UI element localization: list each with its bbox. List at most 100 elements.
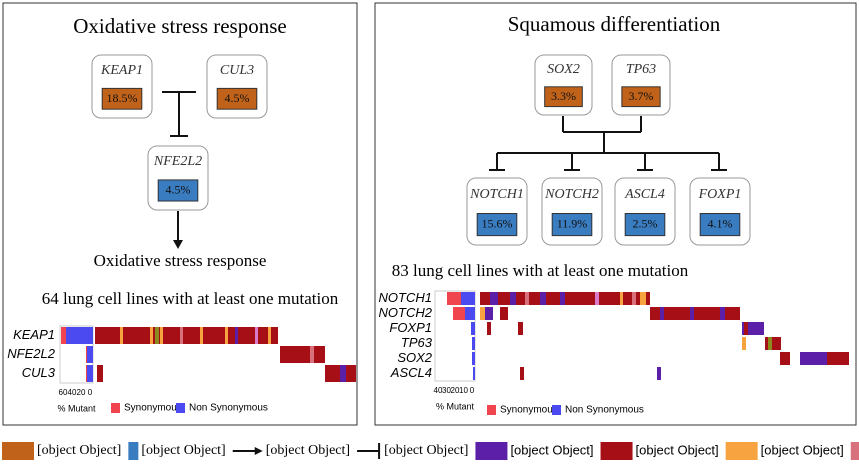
gene-label: TP63 (401, 335, 433, 350)
mutation-cell (768, 337, 772, 350)
mutation-cell (485, 307, 493, 320)
mutant-bar-syn (86, 365, 87, 382)
mutant-bar-syn (453, 307, 465, 320)
legend-swatch (176, 403, 185, 413)
mutation-cell (620, 292, 623, 305)
node-value-box (216, 87, 258, 110)
mutation-cell (97, 365, 103, 382)
node-value-box (621, 86, 661, 108)
gene-label: ASCL4 (390, 365, 432, 380)
node-gene: KEAP1 (100, 63, 143, 78)
pathway-output: Oxidative stress response (94, 251, 267, 270)
legend-label: [object Object] (37, 443, 121, 458)
node-gene: FOXP1 (698, 187, 742, 202)
node-gene: ASCL4 (624, 187, 665, 202)
legend-swatch (600, 442, 633, 460)
mutant-bar-nonsyn (87, 346, 93, 363)
pathway-edges (162, 91, 727, 240)
mutant-bar-nonsyn (465, 307, 475, 320)
mutation-cell (660, 307, 664, 320)
mutation-cell (340, 365, 346, 382)
oncoplot-title: 64 lung cell lines with at least one mut… (42, 289, 339, 308)
axis-label: % Mutant (57, 403, 96, 413)
gene-label: NFE2L2 (7, 346, 55, 361)
mutant-bar-syn (61, 327, 66, 344)
mutation-cell (200, 327, 203, 344)
node-gene: SOX2 (547, 62, 580, 77)
node-value: 4.1% (708, 217, 733, 231)
mutation-cell (487, 322, 491, 335)
mutation-cell (155, 327, 159, 344)
mutation-cell (268, 327, 271, 344)
panel-frame (2, 2, 358, 426)
mutation-cell (160, 327, 163, 344)
mutant-bar-nonsyn (471, 322, 475, 335)
mutant-bar-nonsyn (472, 352, 475, 365)
legend-label: [object Object] (141, 443, 225, 458)
gene-label: SOX2 (397, 350, 432, 365)
mutant-bar-nonsyn (473, 367, 475, 380)
mutation-cell (310, 346, 314, 363)
node-gene: NOTCH1 (469, 187, 524, 202)
legend-arrow-head (254, 447, 263, 455)
mutation-cell (690, 307, 694, 320)
mutation-cell (280, 346, 325, 363)
mutation-cell (650, 307, 740, 320)
legend-swatch (552, 405, 561, 415)
mutant-bar-syn (447, 292, 461, 305)
mutation-cell (518, 322, 523, 335)
axis-tick: 0 (470, 386, 475, 395)
node-value-box (624, 213, 666, 237)
legend-swatch (725, 442, 758, 460)
mutant-frame (434, 290, 476, 382)
node-value-box (551, 213, 593, 237)
mutation-cell (765, 337, 781, 350)
mutation-cell (540, 292, 546, 305)
mutation-cell (657, 367, 661, 380)
mutation-cell (480, 307, 486, 320)
mutation-cell (150, 327, 153, 344)
node-value-box (101, 87, 143, 110)
mutation-cell (120, 327, 123, 344)
mutation-cell (595, 292, 599, 305)
mutation-cell (744, 322, 748, 335)
mutation-cell (490, 292, 498, 305)
mutation-cell (255, 327, 258, 344)
legend-label: Synonymous (124, 403, 182, 414)
axis-tick: 40 (434, 386, 443, 395)
node-value: 18.5% (107, 91, 138, 105)
node-gene: TP63 (626, 62, 656, 77)
mutation-cell (720, 307, 725, 320)
node-value: 3.3% (551, 89, 576, 103)
gene-label: FOXP1 (389, 320, 432, 335)
legend-label: Non Synonymous (189, 403, 268, 414)
gene-label: KEAP1 (13, 327, 55, 342)
mutation-cell (632, 292, 636, 305)
mutant-bar-nonsyn (66, 327, 93, 344)
node-value: 4.5% (225, 91, 250, 105)
legend-label: Synonymous (500, 405, 558, 416)
axis-tick: 30 (442, 386, 451, 395)
legend-swatch (2, 442, 34, 460)
axis-tick: 0 (88, 388, 93, 397)
legend-label: [object Object] (761, 442, 844, 457)
legend-swatch (128, 442, 139, 460)
mutation-cell (780, 352, 790, 365)
node-value: 4.5% (166, 183, 191, 197)
mutation-cell (525, 292, 529, 305)
legend-swatch (475, 442, 508, 460)
mutant-bar-nonsyn (87, 365, 93, 382)
legend-label: [object Object] (384, 443, 468, 458)
mutation-cell (560, 292, 565, 305)
mutation-cell (742, 337, 746, 350)
mutation-cell (180, 327, 183, 344)
axis-label: % Mutant (436, 401, 475, 411)
axis-tick: 40 (68, 388, 77, 397)
node-value: 15.6% (482, 217, 513, 231)
node-gene: CUL3 (220, 63, 254, 78)
legend-swatch (487, 405, 496, 415)
panel-title: Oxidative stress response (73, 14, 286, 38)
node-value-box (157, 179, 199, 202)
arrow-head (173, 240, 183, 249)
